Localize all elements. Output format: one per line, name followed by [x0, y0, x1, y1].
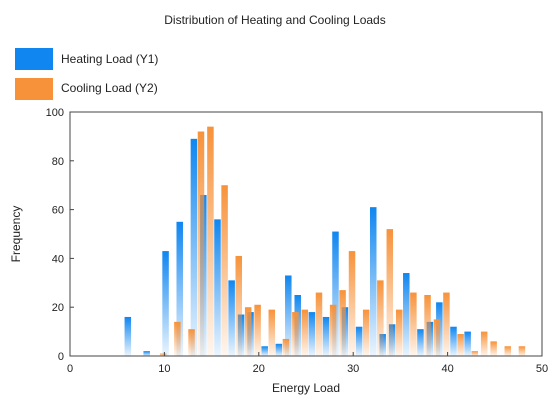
x-tick-label: 20	[253, 363, 265, 375]
heating-bar	[417, 329, 424, 356]
cooling-bar	[518, 346, 526, 356]
cooling-bar	[207, 126, 214, 356]
heating-bar	[332, 231, 339, 356]
y-tick-label: 0	[58, 351, 64, 363]
cooling-bar	[457, 334, 464, 356]
cooling-bar	[362, 309, 370, 356]
heating-bar	[464, 331, 471, 356]
heating-bar	[450, 326, 457, 356]
cooling-bar	[504, 346, 512, 356]
y-tick-label: 40	[52, 253, 64, 265]
y-axis-label: Frequency	[9, 206, 23, 263]
cooling-bar	[159, 353, 167, 356]
cooling-bar	[329, 304, 337, 356]
cooling-bar	[443, 292, 450, 356]
cooling-bar	[254, 304, 261, 356]
chart-title: Distribution of Heating and Cooling Load…	[164, 13, 385, 27]
cooling-bar	[377, 280, 384, 356]
heating-bar	[285, 275, 292, 356]
x-tick-label: 40	[441, 363, 453, 375]
heating-bar	[214, 219, 221, 356]
cooling-bar	[301, 309, 309, 356]
cooling-bar	[268, 309, 276, 356]
y-tick-label: 80	[52, 156, 64, 168]
bars	[124, 126, 526, 356]
legend-label-heating: Heating Load (Y1)	[61, 52, 158, 66]
heating-bar	[162, 251, 169, 356]
cooling-bar	[282, 338, 290, 356]
y-tick-label: 100	[46, 107, 64, 119]
heating-bar	[322, 316, 330, 356]
cooling-bar	[424, 295, 431, 356]
heating-bar	[143, 351, 150, 356]
heating-bar	[275, 343, 283, 356]
y-tick-label: 20	[52, 302, 64, 314]
cooling-bar	[292, 312, 299, 356]
cooling-bar	[395, 309, 403, 356]
heating-bar	[355, 326, 363, 356]
cooling-bar	[174, 321, 181, 356]
cooling-bar	[471, 351, 478, 356]
cooling-bar	[221, 185, 228, 356]
legend-label-cooling: Cooling Load (Y2)	[61, 81, 158, 95]
cooling-bar	[433, 319, 441, 356]
legend-swatch-heating	[15, 48, 53, 70]
cooling-bar	[480, 331, 488, 356]
axis-ticks: 0 10 20 30 40 50 0 20 40 60 80 100	[46, 107, 548, 375]
cooling-bar	[197, 131, 205, 356]
cooling-bar	[386, 229, 394, 356]
cooling-bar	[410, 292, 417, 356]
legend: Heating Load (Y1) Cooling Load (Y2)	[15, 48, 158, 100]
cooling-bar	[244, 307, 252, 356]
cooling-bar	[348, 251, 356, 356]
x-axis-label: Energy Load	[272, 381, 340, 395]
legend-swatch-cooling	[15, 78, 53, 100]
heating-bar	[124, 316, 132, 356]
x-tick-label: 50	[536, 363, 548, 375]
heating-bar	[403, 273, 410, 356]
cooling-bar	[339, 290, 346, 356]
heating-bar	[308, 312, 316, 356]
heating-bar	[176, 221, 183, 356]
cooling-bar	[235, 255, 242, 356]
plot-frame	[69, 111, 543, 357]
x-tick-label: 10	[158, 363, 170, 375]
x-tick-label: 0	[67, 363, 73, 375]
y-tick-label: 60	[52, 205, 64, 217]
cooling-bar	[315, 292, 323, 356]
heating-bar	[228, 280, 235, 356]
x-tick-label: 30	[347, 363, 359, 375]
cooling-bar	[490, 341, 497, 356]
heating-bar	[370, 207, 377, 356]
cooling-bar	[188, 329, 195, 356]
heating-bar	[190, 138, 198, 356]
heating-bar	[261, 346, 268, 356]
